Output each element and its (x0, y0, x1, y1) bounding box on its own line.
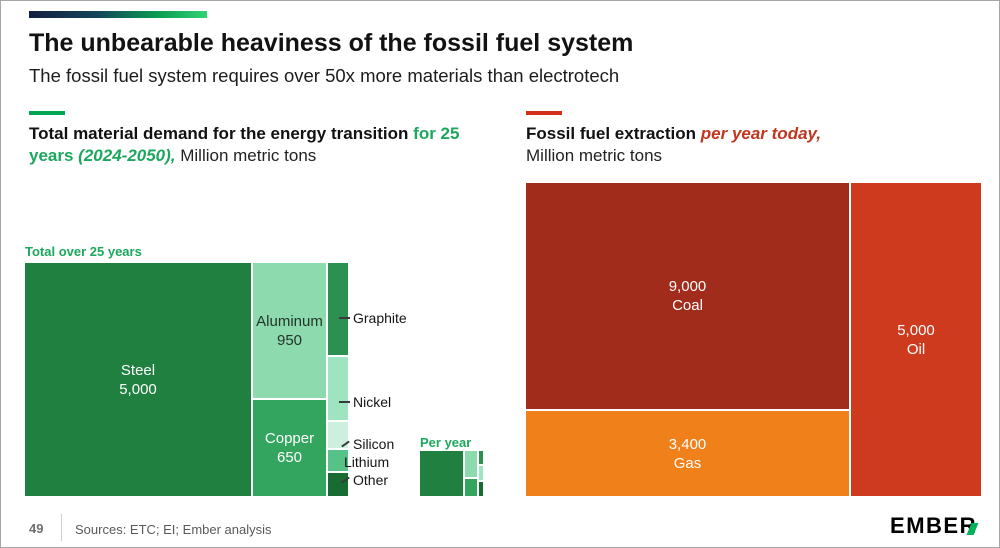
footer-divider (61, 514, 62, 541)
red-accent-bar (526, 111, 562, 115)
sources-note: Sources: ETC; EI; Ember analysis (75, 522, 272, 537)
silicon-callout-label: Silicon (353, 436, 395, 452)
left-chart-title: Total material demand for the energy tra… (29, 123, 491, 167)
left-title-black: Total material demand for the energy tra… (29, 124, 414, 143)
per-year-label: Per year (420, 435, 472, 450)
mini-steel-block (420, 451, 463, 496)
ember-logo: EMBER (890, 513, 979, 539)
nickel-block (328, 357, 348, 420)
gas-name: Gas (673, 454, 702, 472)
nickel-callout: Nickel (339, 394, 391, 410)
copper-block: Copper 650 (253, 400, 326, 496)
nickel-callout-label: Nickel (353, 394, 392, 410)
gas-value: 3,400 (668, 435, 707, 453)
silicon-tick (341, 440, 350, 448)
lithium-callout: Lithium (344, 454, 389, 470)
steel-name: Steel (120, 361, 156, 379)
left-chart-heading: Total material demand for the energy tra… (29, 111, 491, 167)
fossil-fuel-treemap: 9,000 Coal 3,400 Gas 5,000 Oil (526, 183, 981, 496)
lithium-callout-label: Lithium (344, 454, 390, 470)
other-tick (341, 476, 350, 484)
aluminum-name: Aluminum (256, 312, 323, 330)
silicon-block (328, 422, 348, 448)
aluminum-value: 950 (276, 331, 303, 349)
graphite-block (328, 263, 348, 355)
right-title-black: Fossil fuel extraction (526, 124, 701, 143)
lithium-block (328, 450, 348, 471)
per-year-mini-treemap (420, 451, 483, 496)
page-subtitle: The fossil fuel system requires over 50x… (29, 65, 620, 86)
graphite-callout-label: Graphite (353, 310, 407, 326)
gas-label: 3,400 Gas (526, 411, 849, 496)
nickel-tick (339, 401, 350, 403)
other-block (328, 473, 348, 496)
graphite-callout: Graphite (339, 310, 407, 326)
brand-stripe (29, 11, 207, 18)
steel-label: Steel 5,000 (25, 263, 251, 496)
ember-logo-text: EMBER (890, 513, 977, 538)
page-number: 49 (29, 521, 44, 536)
aluminum-block: Aluminum 950 (253, 263, 326, 398)
oil-name: Oil (906, 340, 926, 358)
oil-label: 5,000 Oil (851, 183, 981, 496)
copper-label: Copper 650 (253, 400, 326, 496)
green-accent-bar (29, 111, 65, 115)
copper-value: 650 (276, 449, 303, 466)
total-over-25-years-label: Total over 25 years (25, 244, 142, 259)
right-title-red-italic: per year today, (700, 124, 822, 143)
silicon-callout: Silicon (341, 436, 394, 452)
aluminum-label: Aluminum 950 (253, 263, 326, 398)
other-callout: Other (341, 472, 388, 488)
right-title-units: Million metric tons (526, 146, 663, 165)
coal-block: 9,000 Coal (526, 183, 849, 409)
left-title-green: for 25 years (29, 124, 460, 165)
mini-other-block (479, 482, 483, 496)
mini-nickel-block (479, 466, 483, 480)
materials-treemap: Steel 5,000 Aluminum 950 Copper 650 (25, 263, 348, 496)
other-callout-label: Other (353, 472, 389, 488)
coal-value: 9,000 (668, 278, 707, 295)
page-title: The unbearable heaviness of the fossil f… (29, 29, 634, 57)
mini-aluminum-block (465, 451, 477, 477)
steel-block: Steel 5,000 (25, 263, 251, 496)
copper-name: Copper (264, 430, 315, 447)
oil-block: 5,000 Oil (851, 183, 981, 496)
right-chart-title: Fossil fuel extraction per year today, (526, 123, 966, 145)
left-title-green-italic: (2024-2050), (78, 146, 176, 165)
right-chart-heading: Fossil fuel extraction per year today, M… (526, 111, 966, 167)
left-title-units: Million metric tons (175, 146, 317, 165)
gas-block: 3,400 Gas (526, 411, 849, 496)
mini-graphite-block (479, 451, 483, 464)
coal-name: Coal (672, 297, 703, 314)
coal-label: 9,000 Coal (526, 183, 849, 409)
graphite-tick (339, 317, 350, 319)
steel-value: 5,000 (119, 380, 157, 398)
mini-copper-block (465, 479, 477, 496)
oil-value: 5,000 (897, 321, 935, 339)
